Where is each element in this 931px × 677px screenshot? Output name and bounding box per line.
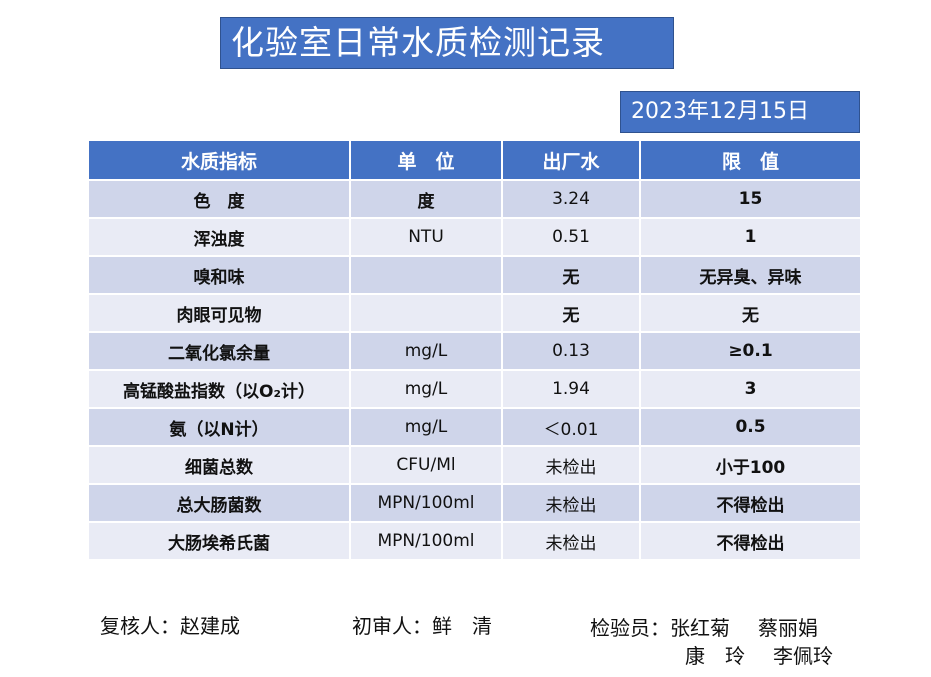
limit-value: 无异臭、异味 xyxy=(639,255,862,295)
reviewer-signature: 复核人：赵建成 xyxy=(100,614,240,638)
outlet-value: ＜0.01 xyxy=(501,407,641,447)
outlet-value: 无 xyxy=(501,293,641,333)
indicator-name: 色 度 xyxy=(87,179,351,219)
table-header-row: 水质指标 单 位 出厂水 限 值 xyxy=(87,139,862,181)
indicator-name: 浑浊度 xyxy=(87,217,351,257)
indicator-unit: MPN/100ml xyxy=(349,483,503,523)
indicator-unit xyxy=(349,255,503,295)
indicator-name: 肉眼可见物 xyxy=(87,293,351,333)
outlet-value: 0.13 xyxy=(501,331,641,371)
first-reviewer-signature: 初审人：鲜 清 xyxy=(352,614,492,638)
indicator-name: 氨（以N计） xyxy=(87,407,351,447)
inspectors-line-1: 检验员：张红菊 蔡丽娟 xyxy=(590,612,818,641)
header-indicator: 水质指标 xyxy=(87,139,351,181)
limit-value: 小于100 xyxy=(639,445,862,485)
limit-value: 不得检出 xyxy=(639,483,862,523)
header-outlet-water: 出厂水 xyxy=(501,139,641,181)
table-row: 总大肠菌数 MPN/100ml 未检出 不得检出 xyxy=(87,483,862,523)
table-row: 细菌总数 CFU/Ml 未检出 小于100 xyxy=(87,445,862,485)
indicator-unit: NTU xyxy=(349,217,503,257)
water-quality-table: 水质指标 单 位 出厂水 限 值 色 度 度 3.24 15 浑浊度 NTU 0… xyxy=(87,139,862,561)
limit-value: 0.5 xyxy=(639,407,862,447)
record-date: 2023年12月15日 xyxy=(620,91,860,133)
outlet-value: 3.24 xyxy=(501,179,641,219)
limit-value: ≥0.1 xyxy=(639,331,862,371)
inspector-name: 康 玲 xyxy=(685,644,745,668)
indicator-unit xyxy=(349,293,503,333)
table-row: 肉眼可见物 无 无 xyxy=(87,293,862,333)
limit-value: 3 xyxy=(639,369,862,409)
outlet-value: 无 xyxy=(501,255,641,295)
indicator-name: 细菌总数 xyxy=(87,445,351,485)
inspectors-line-2: 康 玲 李佩玲 xyxy=(685,640,833,669)
table-row: 大肠埃希氏菌 MPN/100ml 未检出 不得检出 xyxy=(87,521,862,561)
indicator-unit: 度 xyxy=(349,179,503,219)
header-unit: 单 位 xyxy=(349,139,503,181)
outlet-value: 0.51 xyxy=(501,217,641,257)
indicator-name: 大肠埃希氏菌 xyxy=(87,521,351,561)
indicator-unit: mg/L xyxy=(349,407,503,447)
limit-value: 无 xyxy=(639,293,862,333)
inspector-name: 蔡丽娟 xyxy=(758,616,818,640)
indicator-name: 高锰酸盐指数（以O₂计） xyxy=(87,369,351,409)
indicator-unit: mg/L xyxy=(349,331,503,371)
limit-value: 1 xyxy=(639,217,862,257)
table-row: 高锰酸盐指数（以O₂计） mg/L 1.94 3 xyxy=(87,369,862,409)
inspectors-label: 检验员： xyxy=(590,616,670,640)
table-row: 嗅和味 无 无异臭、异味 xyxy=(87,255,862,295)
limit-value: 不得检出 xyxy=(639,521,862,561)
inspector-name: 张红菊 xyxy=(670,616,730,640)
outlet-value: 1.94 xyxy=(501,369,641,409)
limit-value: 15 xyxy=(639,179,862,219)
indicator-unit: mg/L xyxy=(349,369,503,409)
table-row: 浑浊度 NTU 0.51 1 xyxy=(87,217,862,257)
indicator-unit: CFU/Ml xyxy=(349,445,503,485)
table-row: 二氧化氯余量 mg/L 0.13 ≥0.1 xyxy=(87,331,862,371)
indicator-name: 总大肠菌数 xyxy=(87,483,351,523)
table-row: 氨（以N计） mg/L ＜0.01 0.5 xyxy=(87,407,862,447)
outlet-value: 未检出 xyxy=(501,521,641,561)
page-title: 化验室日常水质检测记录 xyxy=(220,17,674,69)
outlet-value: 未检出 xyxy=(501,483,641,523)
inspector-name: 李佩玲 xyxy=(773,644,833,668)
indicator-name: 嗅和味 xyxy=(87,255,351,295)
table-row: 色 度 度 3.24 15 xyxy=(87,179,862,219)
header-limit: 限 值 xyxy=(639,139,862,181)
outlet-value: 未检出 xyxy=(501,445,641,485)
indicator-name: 二氧化氯余量 xyxy=(87,331,351,371)
indicator-unit: MPN/100ml xyxy=(349,521,503,561)
